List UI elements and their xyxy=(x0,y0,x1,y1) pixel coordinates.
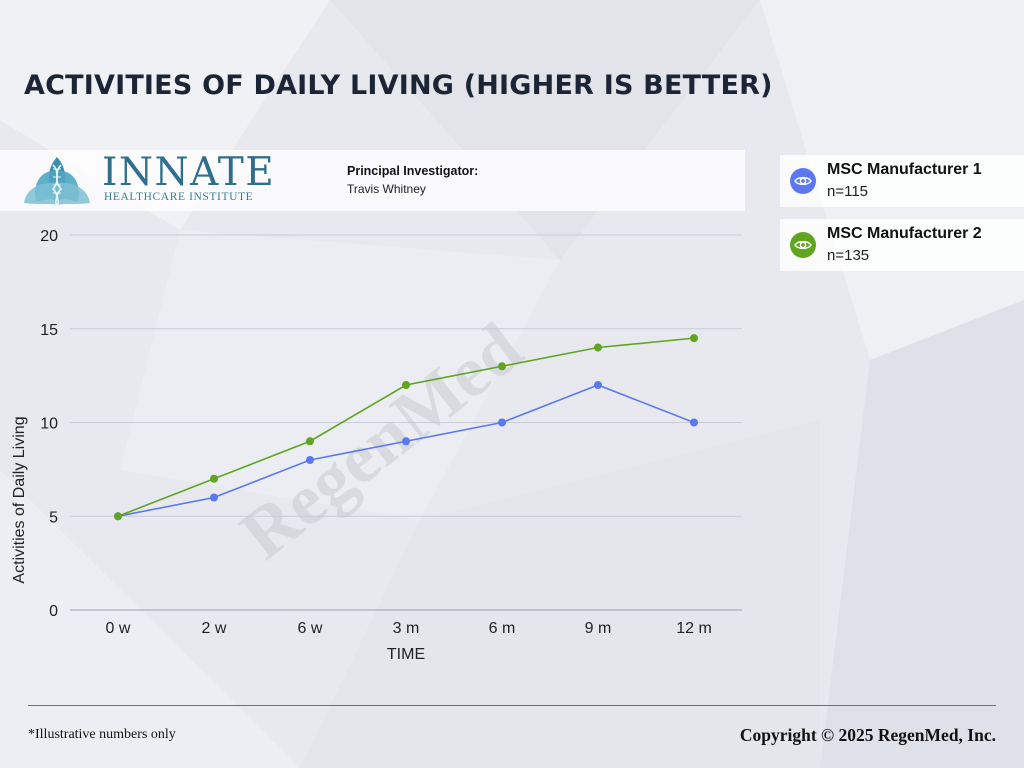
data-point-series-1 xyxy=(690,418,698,427)
legend-item-manufacturer-2: MSC Manufacturer 2 n=135 xyxy=(780,219,1024,271)
data-point-series-2 xyxy=(306,437,314,446)
data-point-series-2 xyxy=(690,334,698,343)
footer-divider xyxy=(28,705,996,706)
pi-label: Principal Investigator: xyxy=(347,164,479,178)
pi-name: Travis Whitney xyxy=(347,182,426,196)
y-axis-label: Activities of Daily Living xyxy=(11,416,28,583)
legend-label: MSC Manufacturer 2 xyxy=(827,225,982,242)
brand-subtitle: HEALTHCARE INSTITUTE xyxy=(104,191,254,203)
x-tick-label: 9 m xyxy=(585,620,612,637)
x-tick-label: 2 w xyxy=(202,620,227,637)
watermark-text: RegenMed xyxy=(226,307,537,574)
lotus-dna-icon xyxy=(24,157,90,206)
data-point-series-1 xyxy=(402,437,410,446)
data-point-series-2 xyxy=(114,512,122,521)
brand-name: INNATE xyxy=(102,150,276,195)
y-tick-label: 20 xyxy=(40,228,58,245)
y-tick-label: 5 xyxy=(49,509,58,526)
page-title: ACTIVITIES OF DAILY LIVING (HIGHER IS BE… xyxy=(24,70,773,101)
data-point-series-2 xyxy=(210,474,218,483)
data-point-series-2 xyxy=(402,381,410,389)
data-point-series-1 xyxy=(306,456,314,464)
line-chart: RegenMed 0 5 10 15 20 0 w 2 w 6 w 3 m 6 m 9 m 12 m… xyxy=(11,228,742,663)
data-point-series-1 xyxy=(498,418,506,427)
copyright: Copyright © 2025 RegenMed, Inc. xyxy=(739,725,996,745)
data-point-series-1 xyxy=(210,493,218,502)
y-tick-label: 10 xyxy=(40,416,58,433)
eye-icon xyxy=(790,232,816,258)
header-band xyxy=(0,150,745,211)
x-tick-label: 6 m xyxy=(489,620,516,637)
watermark: RegenMed xyxy=(226,307,537,574)
y-tick-label: 0 xyxy=(49,603,58,620)
footnote: *Illustrative numbers only xyxy=(28,727,176,742)
legend-item-manufacturer-1: MSC Manufacturer 1 n=115 xyxy=(780,155,1024,207)
x-tick-label: 6 w xyxy=(298,620,323,637)
legend-sample-size: n=135 xyxy=(827,247,870,264)
x-tick-label: 3 m xyxy=(393,620,420,637)
x-tick-label: 0 w xyxy=(106,620,131,637)
x-axis-label: TIME xyxy=(387,646,425,663)
eye-icon xyxy=(790,168,816,194)
legend-label: MSC Manufacturer 1 xyxy=(827,161,982,178)
data-point-series-1 xyxy=(594,381,602,389)
data-point-series-2 xyxy=(498,362,506,371)
data-point-series-2 xyxy=(594,343,602,352)
y-tick-label: 15 xyxy=(40,322,58,339)
legend-sample-size: n=115 xyxy=(827,183,869,200)
x-tick-label: 12 m xyxy=(676,620,712,637)
